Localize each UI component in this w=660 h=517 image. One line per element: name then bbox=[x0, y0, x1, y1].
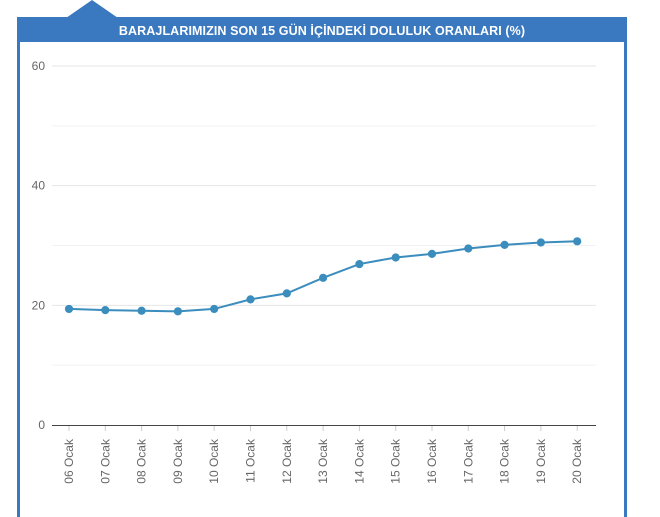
y-tick-label: 40 bbox=[32, 179, 46, 193]
data-point bbox=[500, 240, 509, 250]
y-tick-label: 0 bbox=[38, 418, 45, 432]
x-tick-label: 18 Ocak bbox=[498, 438, 512, 484]
chart-panel: BARAJLARIMIZIN SON 15 GÜN İÇİNDEKİ DOLUL… bbox=[17, 17, 627, 517]
x-tick-label: 17 Ocak bbox=[461, 438, 475, 484]
x-tick-label: 20 Ocak bbox=[570, 438, 584, 484]
x-tick-label: 10 Ocak bbox=[207, 438, 221, 484]
data-point bbox=[536, 238, 546, 247]
data-point bbox=[101, 306, 110, 315]
x-tick-label: 13 Ocak bbox=[316, 438, 330, 484]
x-tick-label: 15 Ocak bbox=[389, 438, 403, 484]
x-tick-label: 12 Ocak bbox=[280, 438, 294, 484]
data-point bbox=[464, 244, 473, 253]
x-tick-label: 06 Ocak bbox=[62, 438, 76, 484]
data-point bbox=[210, 304, 219, 314]
x-tick-label: 09 Ocak bbox=[171, 438, 185, 484]
y-tick-label: 60 bbox=[32, 59, 46, 73]
data-point bbox=[64, 304, 74, 314]
x-tick-label: 19 Ocak bbox=[534, 438, 548, 484]
x-tick-label: 08 Ocak bbox=[135, 438, 149, 484]
data-point bbox=[246, 295, 255, 304]
x-tick-label: 11 Ocak bbox=[244, 438, 258, 483]
data-point bbox=[319, 273, 328, 282]
x-tick-label: 14 Ocak bbox=[352, 438, 366, 484]
data-point bbox=[391, 253, 400, 262]
line-chart: 0 20 40 60 06 Ocak 07 Ocak 08 Ocak 09 Ocak 10 O… bbox=[32, 59, 596, 484]
data-point bbox=[282, 289, 291, 298]
grid-layer bbox=[52, 65, 596, 366]
data-point bbox=[173, 307, 182, 316]
x-tick-label: 07 Ocak bbox=[98, 438, 112, 484]
data-point bbox=[137, 306, 146, 315]
y-axis: 0 20 40 60 bbox=[32, 59, 46, 432]
tab-notch bbox=[66, 0, 118, 18]
series-layer bbox=[64, 237, 582, 316]
data-point bbox=[427, 249, 437, 258]
data-point bbox=[573, 237, 582, 246]
y-tick-label: 20 bbox=[32, 298, 46, 312]
data-point bbox=[355, 259, 364, 269]
x-tick-label: 16 Ocak bbox=[425, 438, 439, 484]
x-axis: 06 Ocak 07 Ocak 08 Ocak 09 Ocak 10 Ocak 11 Oc… bbox=[52, 425, 596, 484]
chart-title: BARAJLARIMIZIN SON 15 GÜN İÇİNDEKİ DOLUL… bbox=[20, 20, 624, 42]
